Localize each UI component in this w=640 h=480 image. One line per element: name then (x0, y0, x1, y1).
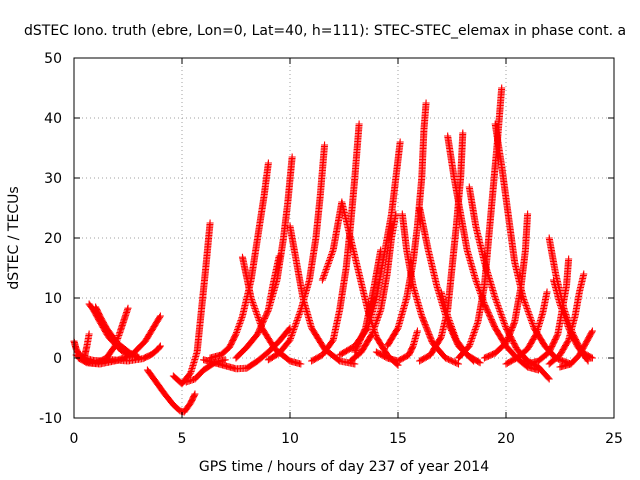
y-axis-label: dSTEC / TECUs (6, 186, 22, 289)
data-point (288, 153, 296, 161)
data-point (565, 255, 573, 263)
data-point (156, 342, 164, 350)
data-point (584, 357, 592, 365)
data-point (543, 288, 551, 296)
series (238, 253, 305, 368)
data-point (553, 331, 561, 339)
x-tick-label: 20 (497, 431, 515, 447)
data-point (297, 360, 305, 368)
x-tick-label: 25 (605, 431, 623, 447)
data-point (156, 313, 164, 321)
y-tick-label: 50 (44, 51, 62, 67)
data-points (70, 84, 596, 416)
chart-title: dSTEC Iono. truth (ebre, Lon=0, Lat=40, … (24, 23, 626, 39)
series (556, 327, 596, 371)
x-tick-label: 5 (178, 431, 187, 447)
data-point (221, 356, 229, 364)
data-point (510, 319, 518, 327)
data-point (588, 327, 596, 335)
data-point (264, 159, 272, 167)
data-point (545, 375, 553, 383)
data-point (156, 312, 164, 320)
data-point (355, 120, 363, 128)
data-point (190, 391, 198, 399)
series (465, 183, 553, 383)
data-point (191, 390, 199, 398)
y-tick-label: 20 (44, 231, 62, 247)
series (169, 219, 214, 388)
y-tick-label: 0 (53, 351, 62, 367)
series (372, 327, 421, 365)
x-tick-label: 15 (389, 431, 407, 447)
series (480, 210, 532, 362)
data-point (588, 328, 596, 336)
data-point (498, 84, 506, 92)
data-point (206, 219, 214, 227)
data-point (583, 356, 591, 364)
data-point (422, 99, 430, 107)
y-tick-label: -10 (39, 411, 62, 427)
data-point (156, 343, 164, 351)
data-point (475, 358, 483, 366)
series (346, 210, 400, 365)
data-point (396, 138, 404, 146)
data-point (453, 359, 461, 367)
y-tick-label: 30 (44, 171, 62, 187)
data-point (351, 360, 359, 368)
series (81, 330, 93, 360)
data-point (264, 307, 272, 315)
series (502, 288, 551, 368)
data-point (454, 360, 462, 368)
data-point (264, 306, 272, 314)
series (286, 222, 359, 368)
y-tick-label: 40 (44, 111, 62, 127)
data-point (85, 330, 93, 338)
x-tick-label: 10 (281, 431, 299, 447)
series (264, 252, 283, 314)
data-point (413, 327, 421, 335)
series (206, 159, 272, 362)
series (545, 270, 588, 368)
data-point (459, 129, 467, 137)
data-point (580, 270, 588, 278)
x-axis-label: GPS time / hours of day 237 of year 2014 (199, 459, 489, 475)
data-point (351, 348, 359, 356)
data-point (544, 374, 552, 382)
series (351, 246, 385, 356)
series (264, 141, 329, 364)
data-point (351, 347, 359, 355)
series (200, 324, 294, 373)
data-point (124, 304, 132, 312)
data-point (588, 354, 596, 362)
y-tick-label: 10 (44, 291, 62, 307)
series (102, 342, 164, 365)
data-point (321, 141, 329, 149)
data-point (476, 359, 484, 367)
data-point (524, 210, 532, 218)
x-tick-label: 0 (70, 431, 79, 447)
axis-ticks: 0 5 10 15 20 25 -10 0 10 20 30 40 50 (39, 51, 623, 447)
series (143, 366, 199, 416)
